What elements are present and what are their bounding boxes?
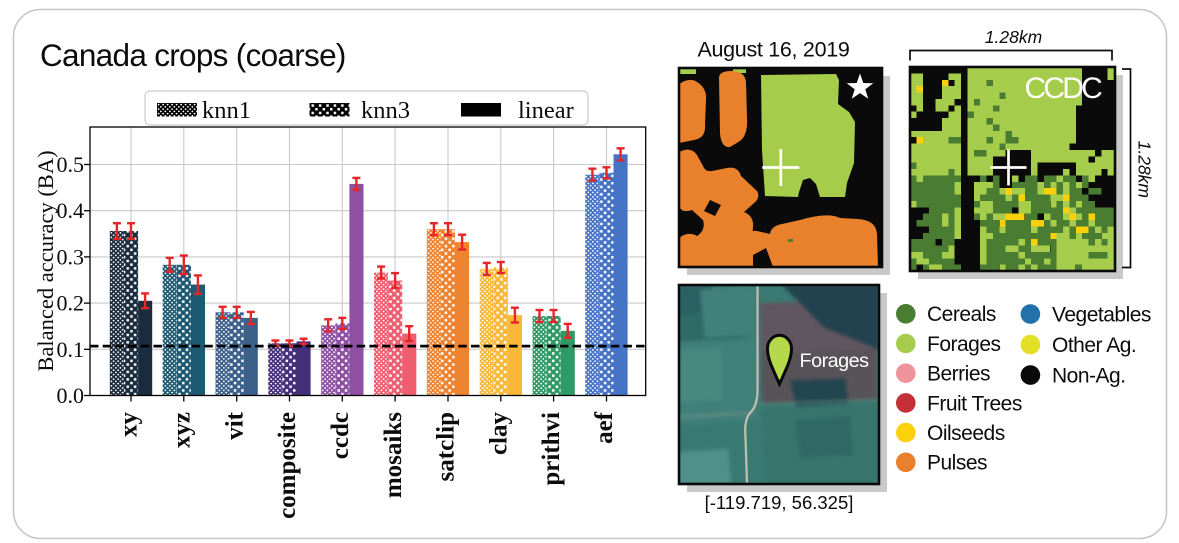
svg-text:CCDC: CCDC bbox=[1025, 72, 1103, 105]
svg-text:1.28km: 1.28km bbox=[1135, 141, 1155, 198]
svg-text:xyz: xyz bbox=[168, 412, 195, 448]
svg-text:0.0: 0.0 bbox=[57, 383, 85, 408]
svg-text:0.2: 0.2 bbox=[57, 291, 85, 316]
svg-text:0.5: 0.5 bbox=[57, 152, 85, 177]
svg-text:Balanced accuracy (BA): Balanced accuracy (BA) bbox=[33, 150, 58, 371]
svg-text:clay: clay bbox=[485, 412, 512, 456]
svg-text:1.28km: 1.28km bbox=[985, 27, 1042, 47]
svg-text:prithvi: prithvi bbox=[538, 412, 565, 486]
svg-text:Vegetables: Vegetables bbox=[1052, 304, 1151, 327]
svg-text:mosaiks: mosaiks bbox=[380, 412, 407, 498]
svg-text:Other Ag.: Other Ag. bbox=[1052, 334, 1136, 357]
svg-text:0.1: 0.1 bbox=[57, 337, 85, 362]
svg-text:August 16, 2019: August 16, 2019 bbox=[697, 38, 849, 62]
svg-text:composite: composite bbox=[274, 412, 301, 519]
svg-text:Forages: Forages bbox=[800, 350, 870, 372]
svg-text:Berries: Berries bbox=[927, 363, 990, 386]
svg-text:linear: linear bbox=[518, 97, 574, 124]
svg-text:knn1: knn1 bbox=[202, 97, 251, 124]
svg-text:vit: vit bbox=[221, 411, 248, 439]
svg-text:Forages: Forages bbox=[927, 333, 1001, 356]
svg-text:Fruit Trees: Fruit Trees bbox=[927, 392, 1022, 415]
svg-text:[-119.719, 56.325]: [-119.719, 56.325] bbox=[705, 492, 854, 513]
svg-text:knn3: knn3 bbox=[361, 97, 410, 124]
svg-text:0.4: 0.4 bbox=[57, 198, 85, 223]
svg-text:Non-Ag.: Non-Ag. bbox=[1052, 365, 1126, 388]
svg-text:Cereals: Cereals bbox=[927, 303, 996, 326]
svg-text:Canada crops (coarse): Canada crops (coarse) bbox=[40, 37, 346, 73]
svg-text:Oilseeds: Oilseeds bbox=[927, 422, 1005, 445]
svg-text:Pulses: Pulses bbox=[927, 452, 987, 475]
svg-text:satclip: satclip bbox=[433, 412, 460, 481]
svg-text:aef: aef bbox=[591, 411, 618, 444]
svg-text:xy: xy bbox=[116, 412, 143, 438]
svg-text:ccdc: ccdc bbox=[327, 412, 354, 459]
svg-text:0.3: 0.3 bbox=[57, 244, 85, 269]
